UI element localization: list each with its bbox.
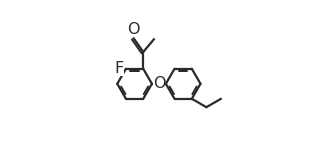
- Text: F: F: [115, 61, 124, 76]
- Text: O: O: [153, 76, 165, 91]
- Text: O: O: [128, 22, 140, 37]
